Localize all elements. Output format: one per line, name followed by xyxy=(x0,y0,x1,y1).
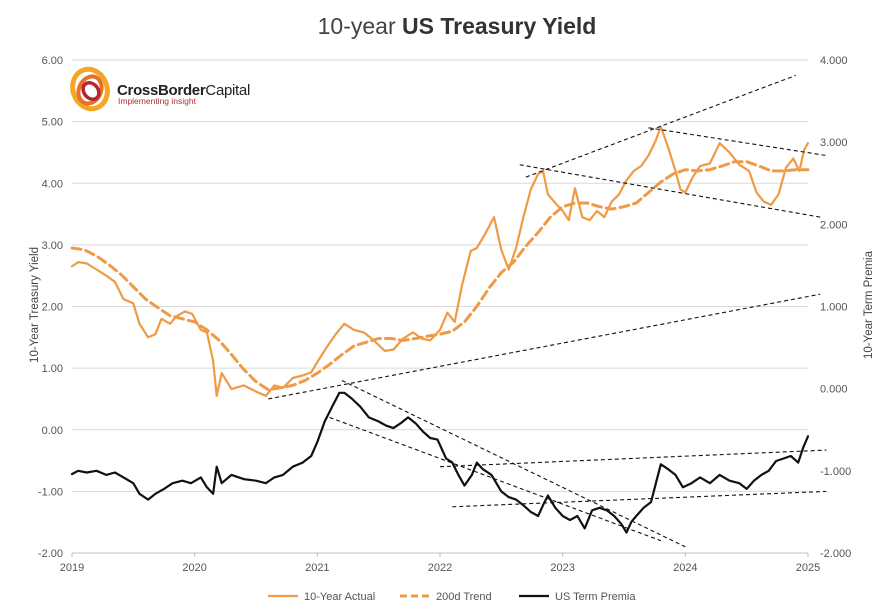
legend-label-1: 10-Year Actual xyxy=(304,591,375,603)
right-y-axis-label: 10-Year Term Premia xyxy=(863,250,875,359)
x-axis-ticks: 2019 2020 2021 2022 2023 2024 2025 xyxy=(60,552,820,574)
left-y-tick-label: 3.00 xyxy=(42,240,63,252)
series-line-3 xyxy=(70,391,810,534)
logo-name-bold: CrossBorder xyxy=(117,82,206,99)
trendline-1 xyxy=(268,293,821,400)
x-tick-label: 2020 xyxy=(182,562,206,574)
x-tick-label: 2022 xyxy=(428,562,452,574)
right-y-tick-label: 4.000 xyxy=(820,55,848,67)
trendline-8 xyxy=(452,490,827,508)
right-y-tick-label: 1.000 xyxy=(820,302,848,314)
chart-title-prefix: 10-year xyxy=(318,13,402,39)
logo-swirl-icon xyxy=(70,66,110,112)
trendline-3 xyxy=(648,127,827,157)
x-tick-label: 2023 xyxy=(550,562,574,574)
series-line-2 xyxy=(70,160,810,392)
chart-title: 10-year US Treasury Yield xyxy=(318,13,597,39)
left-y-tick-label: -1.00 xyxy=(38,486,63,498)
left-y-tick-label: 5.00 xyxy=(42,117,63,129)
legend-label-2: 200d Trend xyxy=(436,591,492,603)
chart-title-bold: US Treasury Yield xyxy=(402,13,596,39)
right-y-tick-label: 0.000 xyxy=(820,384,848,396)
trendline-5 xyxy=(329,416,661,542)
logo-tagline: Implementing insight xyxy=(118,96,197,106)
left-y-tick-label: 1.00 xyxy=(42,363,63,375)
left-y-tick-label: 6.00 xyxy=(42,55,63,67)
right-y-axis-ticks: 4.000 3.000 2.000 1.000 0.000 -1.000 -2.000 xyxy=(820,55,851,560)
x-tick-label: 2019 xyxy=(60,562,84,574)
right-y-tick-label: 3.000 xyxy=(820,137,848,149)
logo-name: CrossBorderCapital xyxy=(117,82,250,99)
crossborder-logo: CrossBorderCapital Implementing insight xyxy=(70,66,250,112)
legend: 10-Year Actual 200d Trend US Term Premia xyxy=(268,591,636,603)
trendline-2 xyxy=(525,74,796,178)
left-y-tick-label: 2.00 xyxy=(42,302,63,314)
left-y-tick-label: -2.00 xyxy=(38,548,63,560)
trendline-7 xyxy=(439,449,827,468)
left-y-axis-ticks: 6.00 5.00 4.00 3.00 2.00 1.00 0.00 -1.00 -2.00 xyxy=(38,55,63,560)
x-tick-label: 2025 xyxy=(796,562,820,574)
logo-name-regular: Capital xyxy=(205,82,250,99)
series-group xyxy=(70,125,810,534)
x-tick-label: 2021 xyxy=(305,562,329,574)
x-tick-label: 2024 xyxy=(673,562,697,574)
legend-label-3: US Term Premia xyxy=(555,591,636,603)
right-y-tick-label: 2.000 xyxy=(820,219,848,231)
right-y-tick-label: -2.000 xyxy=(820,548,851,560)
series-line-1 xyxy=(70,125,810,397)
left-y-tick-label: 0.00 xyxy=(42,425,63,437)
trendlines-group xyxy=(268,74,827,548)
trendline-4 xyxy=(519,164,821,218)
left-y-axis-label: 10-Year Treasury Yield xyxy=(29,247,41,363)
gridlines xyxy=(72,59,808,554)
left-y-tick-label: 4.00 xyxy=(42,178,63,190)
right-y-tick-label: -1.000 xyxy=(820,466,851,478)
